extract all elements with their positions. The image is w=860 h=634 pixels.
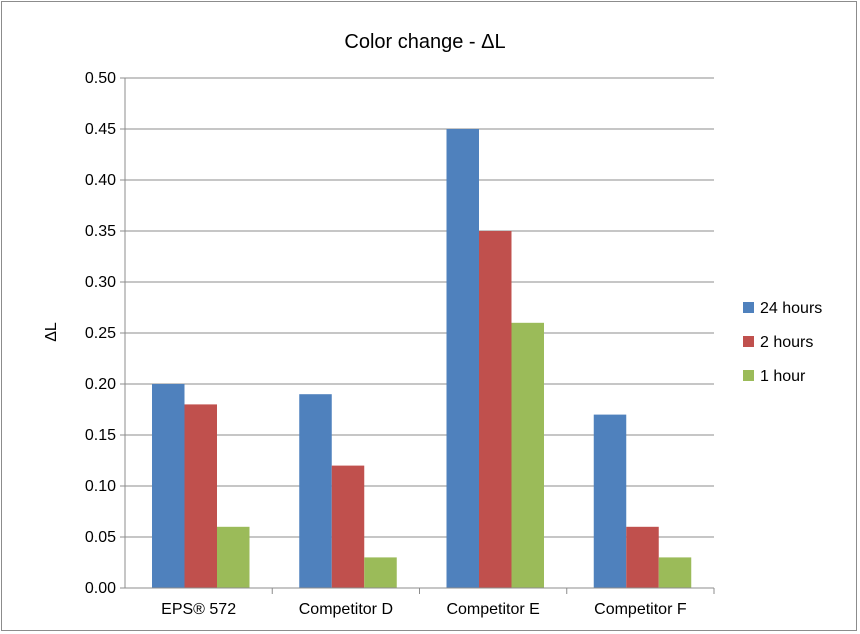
- y-tick-label: 0.10: [85, 478, 116, 495]
- bar: [511, 322, 544, 588]
- y-axis-label: ΔL: [43, 322, 60, 342]
- x-tick-label: Competitor E: [446, 601, 539, 618]
- bar: [299, 394, 332, 588]
- legend-swatch: [743, 370, 754, 381]
- y-tick-label: 0.30: [85, 274, 116, 291]
- bar: [217, 526, 250, 588]
- legend-swatch: [743, 336, 754, 347]
- y-tick-label: 0.15: [85, 427, 116, 444]
- bar: [446, 129, 479, 588]
- y-tick-label: 0.00: [85, 580, 116, 597]
- legend-label: 24 hours: [760, 300, 822, 317]
- x-tick-label: EPS® 572: [161, 601, 236, 618]
- y-tick-label: 0.20: [85, 376, 116, 393]
- y-tick-label: 0.05: [85, 529, 116, 546]
- legend-label: 1 hour: [760, 368, 806, 385]
- chart-title: Color change - ΔL: [344, 31, 505, 53]
- bar: [184, 404, 217, 588]
- y-tick-label: 0.50: [85, 70, 116, 87]
- bar: [593, 414, 627, 588]
- bar: [364, 557, 397, 588]
- y-tick-label: 0.25: [85, 325, 116, 342]
- bar: [479, 231, 512, 588]
- bar: [626, 526, 659, 588]
- x-tick-label: Competitor F: [594, 601, 687, 618]
- legend-swatch: [743, 302, 754, 313]
- bar: [152, 384, 185, 588]
- x-tick-label: Competitor D: [299, 601, 393, 618]
- y-tick-label: 0.45: [85, 121, 116, 138]
- y-tick-label: 0.35: [85, 223, 116, 240]
- legend-label: 2 hours: [760, 334, 813, 351]
- y-tick-label: 0.40: [85, 172, 116, 189]
- bar: [331, 465, 365, 588]
- bar: [658, 557, 692, 588]
